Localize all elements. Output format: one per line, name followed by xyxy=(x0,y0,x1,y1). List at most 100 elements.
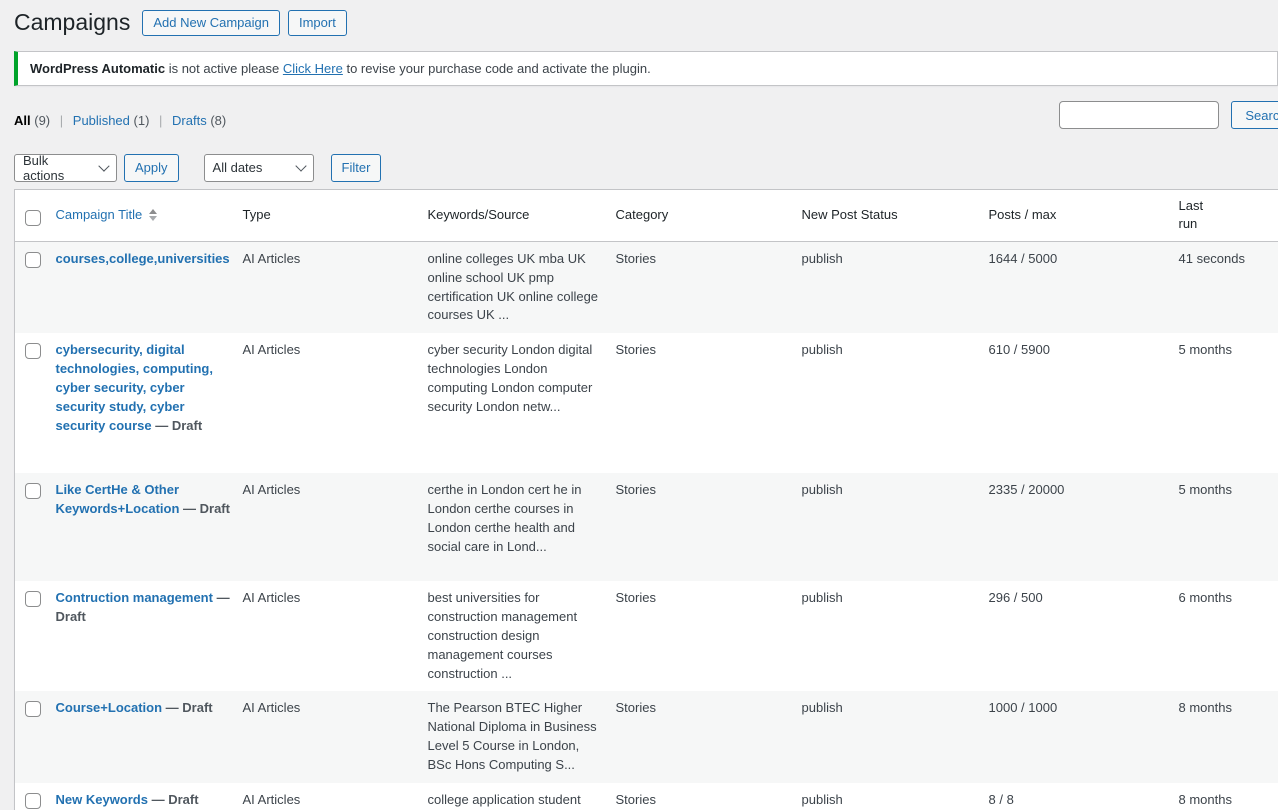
sort-icon xyxy=(149,209,157,221)
posts-max-cell: 1644 / 5000 xyxy=(989,241,1179,333)
tablenav: Bulk actions Apply All dates Filter xyxy=(14,154,1278,182)
last-run-cell: 6 months xyxy=(1179,581,1278,691)
dates-filter-select[interactable]: All dates xyxy=(204,154,314,182)
add-new-campaign-button[interactable]: Add New Campaign xyxy=(142,10,280,36)
view-all[interactable]: All (9) | xyxy=(14,113,73,128)
campaign-title-link[interactable]: Like CertHe & Other Keywords+Location xyxy=(56,482,180,516)
column-type: Type xyxy=(243,189,428,241)
category-cell: Stories xyxy=(616,333,802,473)
type-cell: AI Articles xyxy=(243,581,428,691)
campaign-title-cell: Contruction management — Draft xyxy=(56,581,243,691)
view-published-label[interactable]: Published xyxy=(73,113,130,128)
last-run-cell: 8 months xyxy=(1179,691,1278,782)
keywords-cell: best universities for construction manag… xyxy=(428,581,616,691)
select-all-cell xyxy=(15,189,56,241)
column-campaign-title-label: Campaign Title xyxy=(56,206,143,225)
view-all-label[interactable]: All xyxy=(14,113,31,128)
campaign-row: Contruction management — Draft AI Articl… xyxy=(15,581,1278,691)
admin-page: Campaigns Add New Campaign Import WordPr… xyxy=(0,0,1278,810)
campaign-title-cell: New Keywords — Draft Edit|Duplicate|Bin|… xyxy=(56,783,243,810)
view-drafts-label[interactable]: Drafts xyxy=(172,113,207,128)
row-checkbox-cell xyxy=(15,333,56,473)
status-cell: publish xyxy=(802,691,989,782)
campaign-title-link[interactable]: New Keywords xyxy=(56,792,148,807)
chevron-down-icon xyxy=(99,160,110,171)
search-input[interactable] xyxy=(1059,101,1219,129)
campaign-title-link[interactable]: Course+Location xyxy=(56,700,163,715)
campaign-title-cell: courses,college,universities xyxy=(56,241,243,333)
posts-max-cell: 8 / 8 xyxy=(989,783,1179,810)
row-checkbox-cell xyxy=(15,241,56,333)
keywords-cell: certhe in London cert he in London certh… xyxy=(428,473,616,581)
table-header: Campaign Title Type Keywords/Source Cate… xyxy=(15,189,1278,241)
row-checkbox-cell xyxy=(15,473,56,581)
view-drafts[interactable]: Drafts (8) xyxy=(172,113,226,128)
column-last-run-label: Last run xyxy=(1179,197,1213,235)
campaign-title-cell: Course+Location — Draft xyxy=(56,691,243,782)
campaign-row: courses,college,universities AI Articles… xyxy=(15,241,1278,333)
row-checkbox[interactable] xyxy=(25,591,41,607)
campaign-title-cell: Like CertHe & Other Keywords+Location — … xyxy=(56,473,243,581)
campaigns-table-body: courses,college,universities AI Articles… xyxy=(15,241,1278,810)
search-button[interactable]: Search xyxy=(1231,101,1278,129)
status-cell: publish xyxy=(802,333,989,473)
campaign-row: New Keywords — Draft Edit|Duplicate|Bin|… xyxy=(15,783,1278,810)
dates-filter-label: All dates xyxy=(213,160,263,175)
campaigns-table: Campaign Title Type Keywords/Source Cate… xyxy=(14,189,1278,810)
status-cell: publish xyxy=(802,473,989,581)
category-cell: Stories xyxy=(616,581,802,691)
column-campaign-title[interactable]: Campaign Title xyxy=(56,189,243,241)
row-checkbox-cell xyxy=(15,581,56,691)
row-checkbox[interactable] xyxy=(25,343,41,359)
posts-max-cell: 1000 / 1000 xyxy=(989,691,1179,782)
campaign-title-cell: cybersecurity, digital technologies, com… xyxy=(56,333,243,473)
import-button[interactable]: Import xyxy=(288,10,347,36)
bulk-actions-select[interactable]: Bulk actions xyxy=(14,154,117,182)
campaign-row: Course+Location — Draft AI Articles The … xyxy=(15,691,1278,782)
view-published[interactable]: Published (1) | xyxy=(73,113,172,128)
column-category: Category xyxy=(616,189,802,241)
campaign-title-link[interactable]: courses,college,universities xyxy=(56,251,230,266)
notice-text-after: to revise your purchase code and activat… xyxy=(343,61,651,76)
row-checkbox[interactable] xyxy=(25,701,41,717)
posts-max-cell: 296 / 500 xyxy=(989,581,1179,691)
status-cell: publish xyxy=(802,241,989,333)
last-run-cell: 8 months xyxy=(1179,783,1278,810)
keywords-cell: college application student loan applica… xyxy=(428,783,616,810)
posts-max-cell: 610 / 5900 xyxy=(989,333,1179,473)
apply-button[interactable]: Apply xyxy=(124,154,179,182)
post-state: — Draft xyxy=(155,418,202,433)
type-cell: AI Articles xyxy=(243,241,428,333)
filter-button[interactable]: Filter xyxy=(331,154,382,182)
column-new-post-status: New Post Status xyxy=(802,189,989,241)
row-checkbox-cell xyxy=(15,691,56,782)
post-state: — Draft xyxy=(152,792,199,807)
campaign-row: Like CertHe & Other Keywords+Location — … xyxy=(15,473,1278,581)
campaign-row: cybersecurity, digital technologies, com… xyxy=(15,333,1278,473)
category-cell: Stories xyxy=(616,783,802,810)
post-state: — Draft xyxy=(166,700,213,715)
keywords-cell: The Pearson BTEC Higher National Diploma… xyxy=(428,691,616,782)
column-posts-max: Posts / max xyxy=(989,189,1179,241)
bulk-actions-label: Bulk actions xyxy=(23,153,90,183)
row-checkbox[interactable] xyxy=(25,252,41,268)
column-keywords-source: Keywords/Source xyxy=(428,189,616,241)
row-checkbox[interactable] xyxy=(25,793,41,809)
page-header: Campaigns Add New Campaign Import xyxy=(14,0,1278,38)
category-cell: Stories xyxy=(616,473,802,581)
keywords-cell: online colleges UK mba UK online school … xyxy=(428,241,616,333)
category-cell: Stories xyxy=(616,241,802,333)
notice-plugin-name: WordPress Automatic xyxy=(30,61,165,76)
type-cell: AI Articles xyxy=(243,333,428,473)
row-checkbox[interactable] xyxy=(25,483,41,499)
chevron-down-icon xyxy=(295,160,306,171)
post-state: — Draft xyxy=(183,501,230,516)
type-cell: AI Articles xyxy=(243,691,428,782)
notice-click-here-link[interactable]: Click Here xyxy=(283,61,343,76)
keywords-cell: cyber security London digital technologi… xyxy=(428,333,616,473)
view-drafts-count: (8) xyxy=(210,113,226,128)
select-all-checkbox[interactable] xyxy=(25,210,41,226)
campaign-title-sort-link[interactable]: Campaign Title xyxy=(56,206,158,225)
campaign-title-link[interactable]: Contruction management xyxy=(56,590,213,605)
status-cell: publish xyxy=(802,783,989,810)
